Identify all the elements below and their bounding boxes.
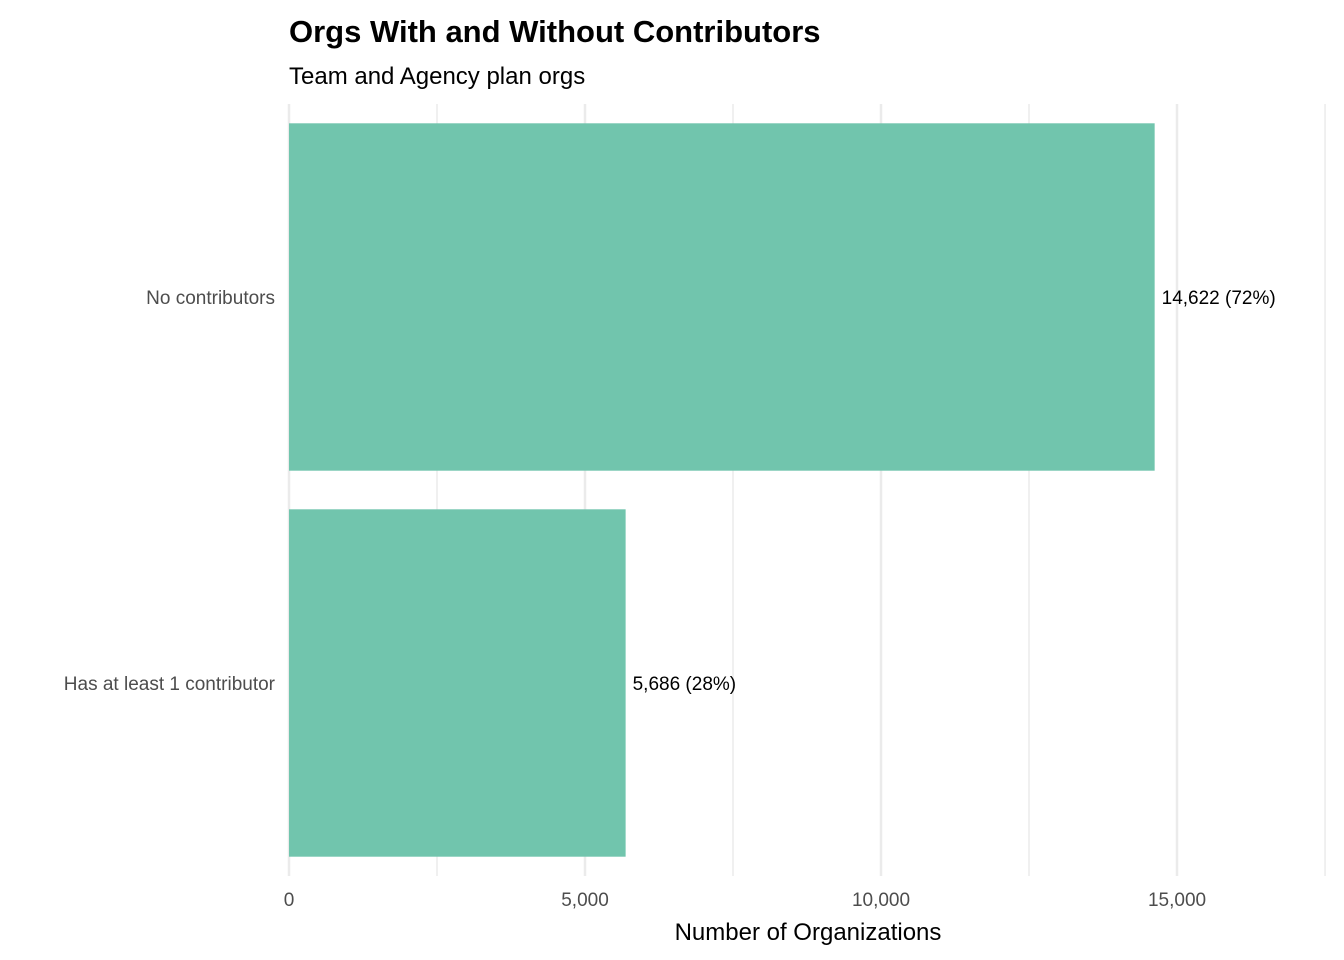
chart-subtitle: Team and Agency plan orgs: [289, 63, 585, 90]
x-tick-label: 10,000: [852, 890, 910, 911]
bar: [289, 123, 1155, 471]
y-tick-label: Has at least 1 contributor: [64, 674, 276, 695]
x-tick-label: 15,000: [1148, 890, 1206, 911]
chart-title: Orgs With and Without Contributors: [289, 14, 821, 49]
bar: [289, 509, 626, 857]
x-tick-label: 5,000: [561, 890, 609, 911]
x-tick-label: 0: [284, 890, 295, 911]
data-label: 5,686 (28%): [633, 674, 737, 695]
x-axis-label: Number of Organizations: [675, 919, 942, 946]
data-label: 14,622 (72%): [1162, 288, 1276, 309]
y-tick-label: No contributors: [146, 288, 275, 309]
bars: No contributors 14,622 (72%) Has at least …: [64, 123, 1276, 857]
